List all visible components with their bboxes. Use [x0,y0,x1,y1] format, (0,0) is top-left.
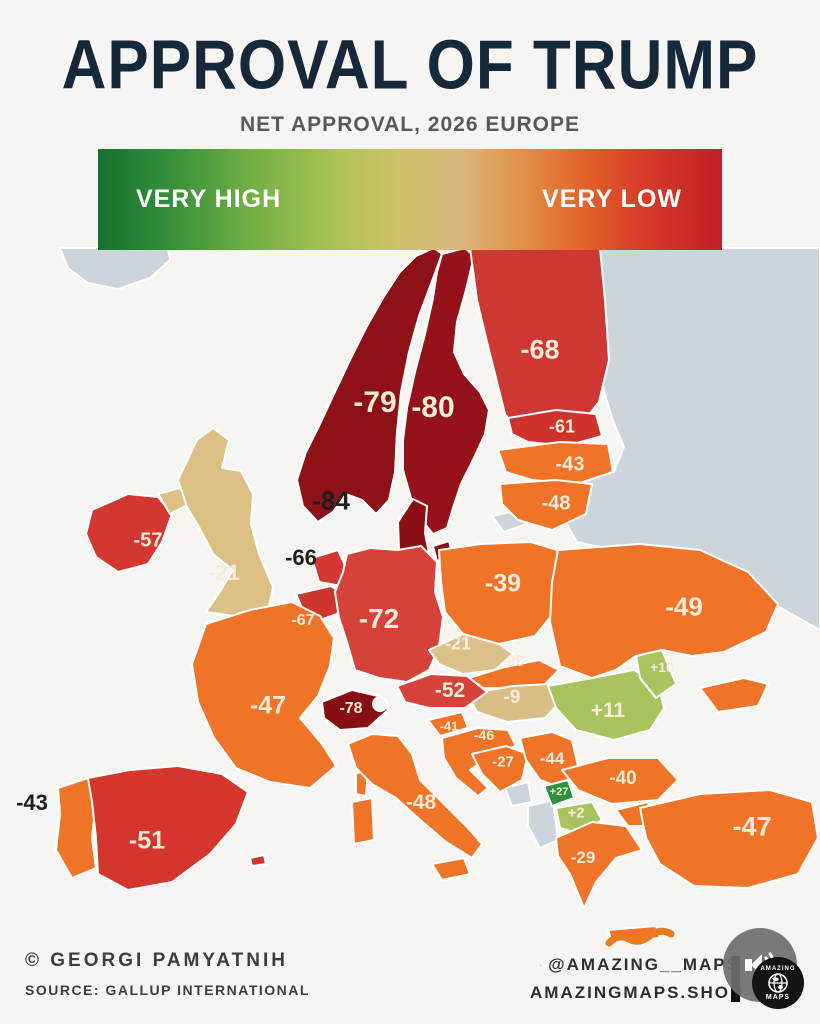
country-germany [334,545,444,683]
country-estonia [507,409,603,447]
logo-text-bottom: MAPS [765,993,791,1001]
data-source: SOURCE: GALLUP INTERNATIONAL [25,982,310,998]
country-hungary [466,683,564,723]
value-ukraine: -49 [665,591,703,622]
legend-very-high-label: VERY HIGH [136,185,282,213]
value-denmark: -84 [312,485,350,516]
country-greece [555,821,661,943]
value-latvia: -43 [555,453,585,476]
value-belgium: -67 [291,612,315,629]
value-france: -47 [249,691,287,720]
country-bulgaria [561,757,679,805]
instagram-icon [540,964,542,966]
value-finland: -68 [520,334,560,365]
country-ireland [85,493,173,573]
legend-very-low-label: VERY LOW [542,185,682,213]
country-lithuania [499,479,593,531]
orange-scribble [605,927,675,947]
country-slovakia [468,659,560,689]
country-kosovo [543,779,575,807]
instagram-handle: @AMAZING__MAPS [548,955,740,974]
page-title: APPROVAL OF TRUMP [61,27,759,105]
globe-icon [768,972,788,993]
value-germany: -72 [358,603,400,634]
color-legend: VERY HIGH VERY LOW [98,149,722,250]
country-ukraine [549,543,779,713]
region-albania [527,799,559,849]
value-sweden: -80 [411,391,455,424]
country-sweden [402,247,490,535]
value-estonia: -61 [548,416,576,437]
country-united-kingdom [157,427,274,618]
value-kosovo: +27 [549,786,569,798]
value-slovakia: -29 [501,653,525,670]
author-credit: © GEORGI PAMYATNIH [25,950,288,971]
value-czechia: -21 [444,633,472,654]
value-bulgaria: -40 [609,768,637,789]
value-switzerland: -78 [339,700,363,717]
amazing-maps-logo: AMAZING MAPS [752,957,804,1009]
country-austria [396,673,488,709]
value-north-macedonia: +2 [567,804,585,822]
value-portugal: -43 [16,790,48,815]
page-subtitle: NET APPROVAL, 2026 EUROPE [239,113,581,136]
instagram-handle-row: @AMAZING__MAPS [540,955,740,975]
value-serbia: -44 [539,749,565,768]
value-norway: -79 [353,386,397,419]
value-bosnia: -27 [492,753,514,771]
country-italy [347,733,483,881]
country-slovenia [427,711,469,737]
value-united-kingdom: -21 [208,560,240,585]
value-turkey: -47 [732,811,772,842]
country-switzerland [321,689,389,731]
value-italy: -48 [405,791,437,814]
country-czechia [428,633,514,675]
value-austria: -52 [434,679,466,702]
value-hungary: -9 [503,687,521,708]
country-spain [87,765,267,891]
website-url: AMAZINGMAPS.SHOP [530,983,744,1002]
value-moldova: +10 [650,659,674,675]
value-netherlands: -66 [285,545,317,570]
value-lithuania: -48 [541,492,571,515]
country-latvia [497,441,614,485]
country-bosnia [471,745,529,793]
logo-text-top: AMAZING [760,965,796,972]
value-slovenia: -41 [439,718,459,734]
country-turkey [615,789,819,889]
value-greece: -29 [570,848,596,867]
liechtenstein-marker [372,696,388,712]
value-ireland: -57 [133,529,163,552]
value-spain: -51 [128,826,166,855]
country-romania [547,669,665,741]
value-poland: -39 [484,569,522,598]
region-iceland [59,247,171,290]
country-poland [438,541,564,645]
value-croatia: -46 [473,727,495,743]
region-montenegro [504,781,533,807]
value-romania: +11 [590,699,626,722]
